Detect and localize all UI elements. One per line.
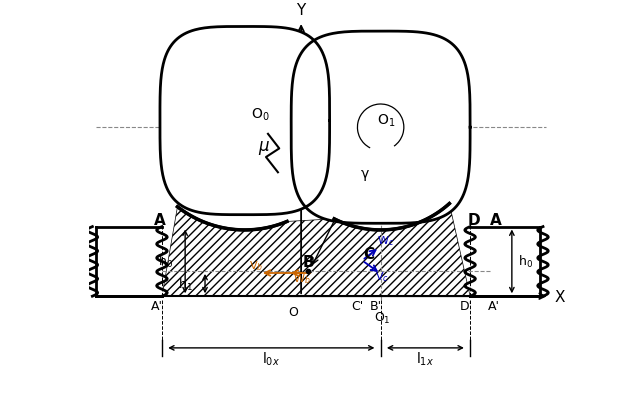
Text: h$_0$: h$_0$ — [519, 254, 534, 270]
Polygon shape — [291, 32, 470, 224]
Text: γ: γ — [361, 166, 369, 181]
Text: A: A — [490, 213, 502, 227]
Text: A': A' — [488, 300, 500, 313]
Text: h$_0$: h$_0$ — [158, 254, 173, 270]
Polygon shape — [465, 227, 540, 296]
Polygon shape — [162, 204, 470, 296]
Text: μ: μ — [258, 137, 268, 155]
Text: X: X — [554, 289, 565, 304]
Text: h$_1$: h$_1$ — [178, 276, 193, 292]
Text: O: O — [288, 306, 298, 319]
Text: C: C — [363, 246, 374, 261]
Text: D: D — [467, 213, 480, 227]
Polygon shape — [96, 227, 168, 296]
Text: r$_0$: r$_0$ — [257, 129, 270, 144]
Text: V$_c$: V$_c$ — [376, 269, 389, 283]
Text: C': C' — [351, 300, 363, 313]
Text: W$_c$: W$_c$ — [377, 234, 394, 247]
Text: B: B — [303, 254, 315, 269]
Text: O$_1$: O$_1$ — [374, 311, 390, 326]
Polygon shape — [160, 28, 329, 215]
Text: ω: ω — [440, 99, 453, 114]
Text: l$_{1x}$: l$_{1x}$ — [417, 350, 435, 367]
Text: A': A' — [151, 300, 162, 313]
Text: D': D' — [460, 300, 473, 313]
Text: O$_1$: O$_1$ — [377, 113, 395, 129]
Text: α: α — [442, 171, 451, 185]
Text: V$_b$: V$_b$ — [250, 259, 264, 273]
Text: ω: ω — [162, 106, 175, 121]
Text: O$_0$: O$_0$ — [252, 106, 270, 122]
Text: Y: Y — [297, 2, 306, 17]
Text: r$_1$: r$_1$ — [325, 185, 339, 201]
Text: A: A — [154, 213, 166, 227]
Text: l$_{0x}$: l$_{0x}$ — [263, 350, 281, 367]
Text: B': B' — [369, 300, 381, 313]
Text: W$_b$: W$_b$ — [293, 272, 311, 286]
